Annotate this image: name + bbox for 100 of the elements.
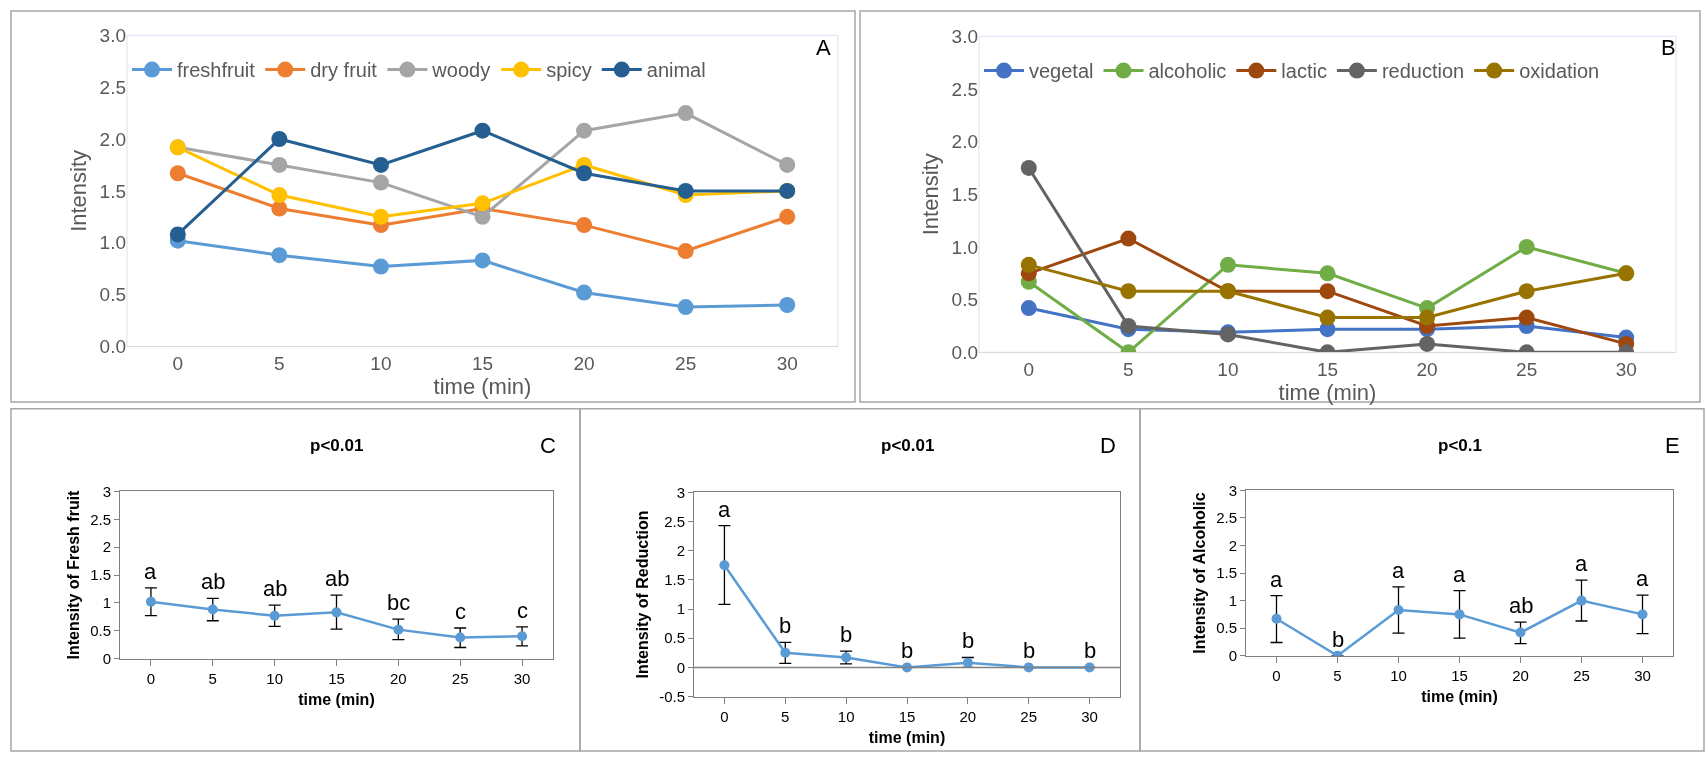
x-axis-title: time (min)	[298, 691, 375, 709]
y-tick-label: 1	[676, 600, 685, 618]
legend-label: vegetal	[1029, 60, 1094, 83]
point	[1020, 256, 1037, 273]
point	[1319, 283, 1336, 300]
legend-label: animal	[646, 59, 706, 82]
x-tick-label: 10	[837, 707, 855, 725]
point	[576, 122, 593, 139]
point	[677, 243, 694, 260]
y-tick-label: 0	[1228, 646, 1237, 664]
point	[271, 131, 288, 148]
x-tick-label: 5	[208, 669, 217, 687]
point	[779, 156, 796, 173]
x-axis-title: time (min)	[433, 374, 532, 400]
x-tick-label: 15	[898, 707, 916, 725]
point	[677, 105, 694, 122]
y-tick-label: 1.0	[99, 232, 126, 254]
point	[169, 165, 186, 182]
point	[1020, 159, 1037, 176]
chart-title: p<0.1	[1438, 436, 1482, 455]
x-tick-label: 5	[1333, 666, 1342, 684]
data-label: b	[1332, 627, 1345, 652]
point	[372, 258, 389, 275]
text: D	[1100, 433, 1116, 458]
point	[393, 624, 404, 635]
y-tick-label: 0.5	[99, 284, 126, 306]
chart-title: p<0.01	[881, 436, 935, 455]
y-tick-label: 2	[1228, 536, 1237, 554]
chart-title: p<0.01	[310, 436, 364, 455]
x-tick-label: 5	[1123, 359, 1134, 381]
point	[779, 208, 796, 225]
x-tick-label: 25	[675, 353, 697, 375]
legend-label: woody	[431, 59, 491, 82]
point	[474, 252, 491, 269]
point	[207, 604, 218, 615]
point	[1120, 317, 1137, 334]
y-tick-label: 2.5	[664, 512, 685, 530]
point	[1419, 309, 1436, 326]
legend-label: oxidation	[1519, 60, 1600, 83]
x-tick-label: 30	[1615, 359, 1637, 381]
point	[271, 156, 288, 173]
point	[1020, 300, 1037, 317]
legend-label: alcoholic	[1148, 60, 1227, 83]
x-tick-label: 0	[1023, 359, 1035, 381]
y-tick-label: 3	[102, 482, 111, 500]
y-tick-label: 2.5	[99, 76, 126, 98]
y-tick-label: 2.5	[90, 510, 111, 528]
data-label: a	[1392, 558, 1405, 583]
data-label: b	[901, 638, 914, 663]
y-axis-title: Intensity	[66, 149, 92, 232]
data-label: c	[455, 599, 466, 624]
y-tick-label: 2	[676, 541, 685, 559]
y-axis-title: Intensity of Alcoholic	[1191, 492, 1209, 654]
point	[1518, 309, 1535, 326]
point	[1419, 335, 1436, 352]
data-label: a	[1453, 562, 1466, 587]
y-tick-label: 1.0	[951, 236, 978, 258]
point	[1120, 283, 1137, 300]
y-tick-label: 0.5	[1216, 619, 1237, 637]
x-tick-label: 15	[328, 669, 345, 687]
y-tick-label: 1.5	[664, 571, 685, 589]
point	[372, 174, 389, 191]
data-label: ab	[1509, 593, 1534, 618]
x-tick-label: 5	[274, 353, 285, 375]
point	[677, 182, 694, 199]
x-tick-label: 30	[513, 669, 531, 687]
x-axis-title: time (min)	[868, 729, 946, 747]
y-axis-title: Intensity	[918, 153, 944, 236]
data-label: b	[1023, 638, 1036, 663]
y-tick-label: 3	[1228, 481, 1237, 499]
point	[372, 208, 389, 225]
y-tick-label: 2.5	[951, 78, 978, 100]
text: C	[540, 433, 556, 458]
y-tick-label: 0.5	[90, 622, 111, 640]
x-tick-label: 10	[1217, 359, 1239, 381]
point	[1219, 256, 1236, 273]
point	[780, 647, 791, 658]
x-tick-label: 0	[1272, 666, 1281, 684]
y-tick-label: 1.5	[1216, 564, 1237, 582]
y-tick-label: 0	[102, 649, 111, 667]
x-tick-label: 30	[1634, 666, 1651, 684]
point	[271, 247, 288, 264]
x-tick-label: 20	[959, 707, 977, 725]
text: E	[1665, 433, 1680, 458]
x-tick-label: 25	[1516, 359, 1538, 381]
point	[169, 226, 186, 243]
data-label: a	[718, 497, 731, 522]
x-tick-label: 15	[471, 353, 494, 375]
point	[1518, 238, 1535, 255]
y-tick-label: 0.5	[951, 289, 978, 311]
data-label: a	[1575, 551, 1588, 576]
point	[576, 284, 593, 301]
x-tick-label: 20	[1512, 666, 1529, 684]
annotation: B	[1661, 35, 1676, 60]
x-tick-label: 20	[573, 353, 595, 375]
legend-label: dry fruit	[310, 59, 378, 82]
y-tick-label: 1	[102, 594, 111, 612]
x-tick-label: 0	[720, 707, 729, 725]
legend-label: spicy	[546, 59, 592, 82]
data-label: a	[144, 559, 157, 584]
